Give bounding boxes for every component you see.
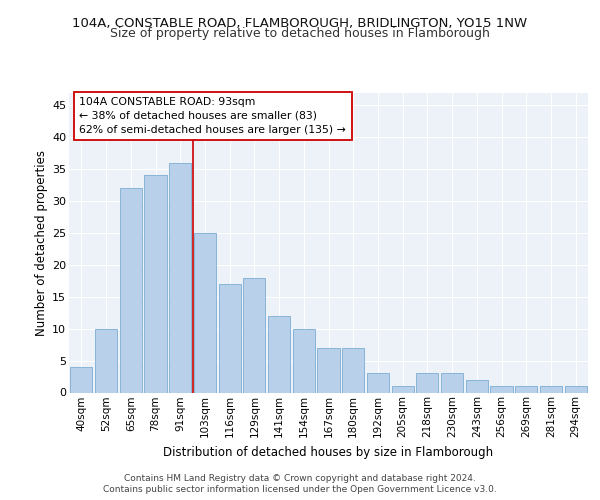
Bar	[119, 188, 142, 392]
Text: 104A, CONSTABLE ROAD, FLAMBOROUGH, BRIDLINGTON, YO15 1NW: 104A, CONSTABLE ROAD, FLAMBOROUGH, BRIDL…	[73, 18, 527, 30]
Bar	[416, 374, 439, 392]
Bar	[565, 386, 587, 392]
Bar	[169, 162, 191, 392]
Text: 104A CONSTABLE ROAD: 93sqm
← 38% of detached houses are smaller (83)
62% of semi: 104A CONSTABLE ROAD: 93sqm ← 38% of deta…	[79, 97, 346, 135]
Bar	[293, 328, 315, 392]
Bar	[194, 233, 216, 392]
Text: Contains public sector information licensed under the Open Government Licence v3: Contains public sector information licen…	[103, 485, 497, 494]
Bar	[466, 380, 488, 392]
Bar	[70, 367, 92, 392]
Y-axis label: Number of detached properties: Number of detached properties	[35, 150, 48, 336]
Text: Size of property relative to detached houses in Flamborough: Size of property relative to detached ho…	[110, 28, 490, 40]
Bar	[145, 176, 167, 392]
Bar	[367, 374, 389, 392]
Bar	[95, 328, 117, 392]
Bar	[441, 374, 463, 392]
Bar	[515, 386, 538, 392]
Bar	[540, 386, 562, 392]
Bar	[243, 278, 265, 392]
Bar	[268, 316, 290, 392]
Bar	[218, 284, 241, 393]
Bar	[490, 386, 512, 392]
Bar	[392, 386, 414, 392]
Text: Contains HM Land Registry data © Crown copyright and database right 2024.: Contains HM Land Registry data © Crown c…	[124, 474, 476, 483]
Bar	[342, 348, 364, 393]
Bar	[317, 348, 340, 393]
X-axis label: Distribution of detached houses by size in Flamborough: Distribution of detached houses by size …	[163, 446, 494, 458]
